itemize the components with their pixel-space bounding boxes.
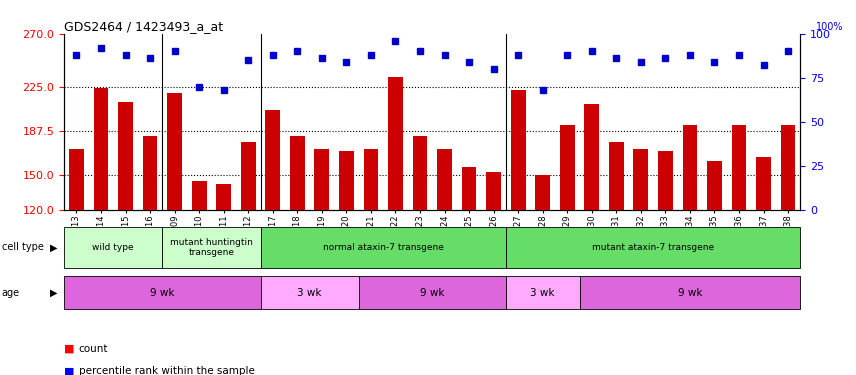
Bar bbox=[217, 184, 231, 210]
Text: cell type: cell type bbox=[2, 243, 44, 252]
Bar bbox=[314, 149, 330, 210]
Text: age: age bbox=[2, 288, 20, 297]
Bar bbox=[364, 149, 378, 210]
Text: ▶: ▶ bbox=[50, 243, 57, 252]
Bar bbox=[486, 172, 501, 210]
Bar bbox=[359, 276, 506, 309]
Text: normal ataxin-7 transgene: normal ataxin-7 transgene bbox=[323, 243, 443, 252]
Bar bbox=[241, 142, 256, 210]
Text: mutant ataxin-7 transgene: mutant ataxin-7 transgene bbox=[592, 243, 714, 252]
Bar bbox=[388, 77, 403, 210]
Text: ■: ■ bbox=[64, 344, 74, 354]
Text: ■: ■ bbox=[64, 366, 74, 375]
Bar bbox=[192, 181, 206, 210]
Bar bbox=[609, 142, 624, 210]
Bar bbox=[167, 93, 182, 210]
Text: 3 wk: 3 wk bbox=[531, 288, 555, 297]
Bar bbox=[506, 276, 580, 309]
Y-axis label: 100%: 100% bbox=[816, 22, 843, 32]
Text: ▶: ▶ bbox=[50, 288, 57, 297]
Bar bbox=[781, 125, 795, 210]
Bar bbox=[682, 125, 698, 210]
Bar bbox=[290, 136, 305, 210]
Bar bbox=[64, 227, 163, 268]
Text: 9 wk: 9 wk bbox=[420, 288, 444, 297]
Bar bbox=[93, 88, 109, 210]
Bar bbox=[633, 149, 648, 210]
Text: percentile rank within the sample: percentile rank within the sample bbox=[79, 366, 254, 375]
Bar bbox=[437, 149, 452, 210]
Text: 3 wk: 3 wk bbox=[297, 288, 322, 297]
Bar bbox=[163, 227, 260, 268]
Bar bbox=[756, 157, 771, 210]
Bar bbox=[461, 166, 477, 210]
Bar bbox=[658, 151, 673, 210]
Bar bbox=[118, 102, 133, 210]
Bar bbox=[265, 110, 280, 210]
Bar bbox=[64, 276, 260, 309]
Bar bbox=[580, 276, 800, 309]
Bar bbox=[707, 160, 722, 210]
Bar bbox=[143, 136, 158, 210]
Bar bbox=[260, 227, 506, 268]
Bar bbox=[560, 125, 574, 210]
Text: 9 wk: 9 wk bbox=[150, 288, 175, 297]
Text: GDS2464 / 1423493_a_at: GDS2464 / 1423493_a_at bbox=[64, 20, 223, 33]
Bar bbox=[69, 149, 84, 210]
Bar bbox=[511, 90, 526, 210]
Text: mutant huntingtin
transgene: mutant huntingtin transgene bbox=[170, 238, 253, 257]
Text: count: count bbox=[79, 344, 108, 354]
Bar bbox=[585, 104, 599, 210]
Bar bbox=[339, 151, 354, 210]
Bar bbox=[535, 175, 550, 210]
Text: wild type: wild type bbox=[92, 243, 134, 252]
Bar bbox=[506, 227, 800, 268]
Bar bbox=[413, 136, 427, 210]
Text: 9 wk: 9 wk bbox=[678, 288, 702, 297]
Bar bbox=[260, 276, 359, 309]
Bar bbox=[732, 125, 746, 210]
